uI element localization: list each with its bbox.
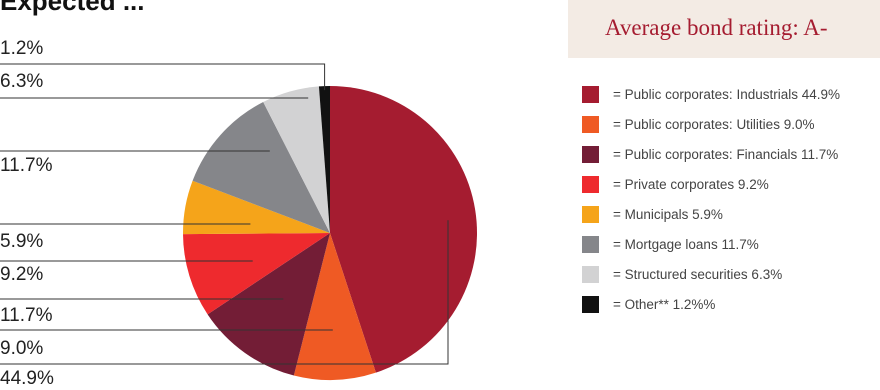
- callout-label: 9.2%: [0, 264, 43, 285]
- legend-swatch: [582, 205, 599, 223]
- chart-legend: = Public corporates: Industrials 44.9% = …: [582, 79, 840, 319]
- legend-item: = Mortgage loans 11.7%: [582, 229, 840, 259]
- legend-label: = Public corporates: Financials 11.7%: [613, 146, 839, 162]
- legend-label: = Public corporates: Utilities 9.0%: [613, 116, 815, 132]
- pie-slice-other: [318, 86, 330, 233]
- callout-line: [0, 220, 449, 365]
- legend-label: = Structured securities 6.3%: [613, 266, 783, 282]
- callout-label: 1.2%: [0, 38, 43, 59]
- legend-swatch: [582, 145, 599, 163]
- callout-label: 9.0%: [0, 338, 43, 359]
- legend-item: = Public corporates: Financials 11.7%: [582, 139, 840, 169]
- pie-slice-structured-securities: [263, 86, 330, 233]
- legend-item: = Municipals 5.9%: [582, 199, 840, 229]
- pie-slice-private-corporates: [183, 233, 330, 315]
- legend-swatch: [582, 85, 599, 103]
- callout-label: 44.9%: [0, 368, 54, 389]
- legend-swatch: [582, 235, 599, 253]
- chart-heading: Expected ...: [0, 0, 145, 16]
- callout-label: 6.3%: [0, 71, 43, 92]
- average-bond-rating-text: Average bond rating: A-: [605, 15, 828, 40]
- legend-item: = Public corporates: Utilities 9.0%: [582, 109, 840, 139]
- legend-label: = Other** 1.2%%: [613, 296, 716, 312]
- callout-label: 11.7%: [0, 155, 53, 176]
- callout-label: 5.9%: [0, 231, 43, 252]
- pie-slice-mortgage-loans: [192, 102, 330, 233]
- legend-item: = Structured securities 6.3%: [582, 259, 840, 289]
- legend-swatch: [582, 175, 599, 193]
- average-bond-rating-box: Average bond rating: A-: [568, 0, 880, 58]
- pie-chart: 44.9% 9.0% 11.7% 9.2% 5.9% 11.7% 6.3% 1.2%: [0, 38, 478, 389]
- legend-swatch: [582, 265, 599, 283]
- pie-slice-municipals: [182, 180, 330, 235]
- legend-label: = Mortgage loans 11.7%: [613, 236, 759, 252]
- legend-swatch: [582, 115, 599, 133]
- legend-swatch: [582, 295, 599, 313]
- pie-slice-public-corporates-financials: [207, 233, 330, 376]
- pie-slice-public-corporates-industrials: [330, 86, 478, 373]
- legend-item: = Private corporates 9.2%: [582, 169, 840, 199]
- legend-item: = Public corporates: Industrials 44.9%: [582, 79, 840, 109]
- legend-label: = Municipals 5.9%: [613, 206, 723, 222]
- pie-slice-public-corporates-utilities: [293, 233, 376, 381]
- legend-item: = Other** 1.2%%: [582, 289, 840, 319]
- legend-label: = Private corporates 9.2%: [613, 176, 769, 192]
- callout-line: [0, 63, 326, 91]
- callout-label: 11.7%: [0, 305, 53, 326]
- legend-label: = Public corporates: Industrials 44.9%: [613, 86, 840, 102]
